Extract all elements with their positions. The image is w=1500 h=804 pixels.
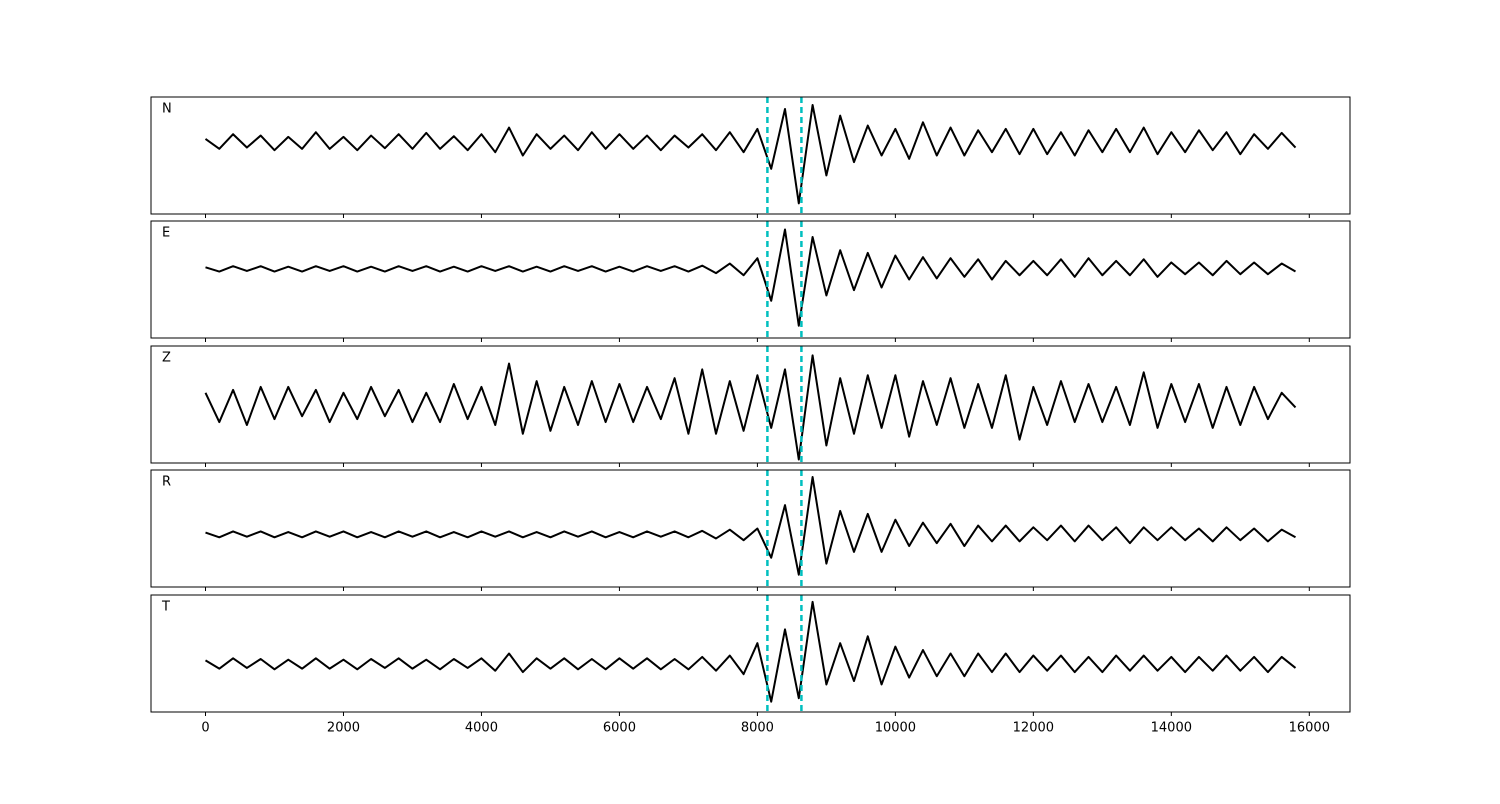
panel-frame: [150, 96, 1351, 215]
panel-frame: [150, 345, 1351, 464]
x-tick-label: 10000: [875, 721, 916, 736]
trace: [204, 103, 1297, 205]
panel-frame: [150, 594, 1351, 713]
trace: [204, 600, 1297, 703]
trace: [205, 228, 1297, 327]
panel-frame: [150, 469, 1351, 588]
panel-frame: [150, 220, 1351, 339]
x-tick-label: 16000: [1289, 721, 1330, 736]
x-tick-label: 4000: [465, 721, 498, 736]
panel-label: E: [162, 226, 170, 241]
x-tick-label: 8000: [741, 721, 774, 736]
trace: [204, 354, 1297, 461]
panel-label: N: [162, 102, 172, 117]
panel-label: Z: [162, 351, 171, 366]
x-tick-label: 12000: [1013, 721, 1054, 736]
x-tick-label: 6000: [603, 721, 636, 736]
trace: [205, 476, 1296, 576]
x-tick-label: 14000: [1151, 721, 1192, 736]
x-tick-label: 2000: [327, 721, 360, 736]
panel-label: R: [162, 475, 171, 490]
x-tick-label: 0: [201, 721, 209, 736]
panel-label: T: [161, 600, 170, 615]
